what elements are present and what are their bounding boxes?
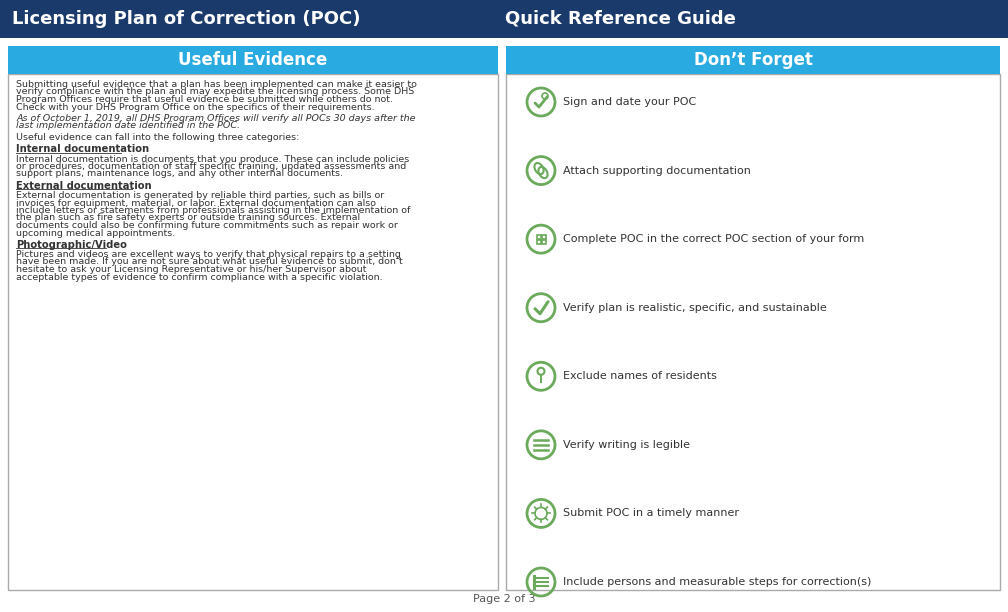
Text: Exclude names of residents: Exclude names of residents xyxy=(563,371,717,381)
Text: Verify writing is legible: Verify writing is legible xyxy=(563,440,690,450)
FancyBboxPatch shape xyxy=(0,0,1008,38)
Text: Licensing Plan of Correction (POC): Licensing Plan of Correction (POC) xyxy=(12,10,361,28)
Text: Attach supporting documentation: Attach supporting documentation xyxy=(563,166,751,176)
Text: include letters or statements from professionals assisting in the implementation: include letters or statements from profe… xyxy=(16,206,410,215)
Text: Quick Reference Guide: Quick Reference Guide xyxy=(505,10,736,28)
FancyBboxPatch shape xyxy=(8,46,498,74)
Text: documents could also be confirming future commitments such as repair work or: documents could also be confirming futur… xyxy=(16,221,398,230)
Text: Complete POC in the correct POC section of your form: Complete POC in the correct POC section … xyxy=(563,234,864,244)
Text: External documentation is generated by reliable third parties, such as bills or: External documentation is generated by r… xyxy=(16,191,384,200)
Text: hesitate to ask your Licensing Representative or his/her Supervisor about: hesitate to ask your Licensing Represent… xyxy=(16,265,367,274)
Text: Useful Evidence: Useful Evidence xyxy=(178,51,328,69)
Text: Internal documentation is documents that you produce. These can include policies: Internal documentation is documents that… xyxy=(16,154,409,163)
Text: Don’t Forget: Don’t Forget xyxy=(694,51,812,69)
FancyBboxPatch shape xyxy=(8,74,498,590)
Text: As of October 1, 2019, all DHS Program Offices will verify all POCs 30 days afte: As of October 1, 2019, all DHS Program O… xyxy=(16,114,415,123)
Text: Useful evidence can fall into the following three categories:: Useful evidence can fall into the follow… xyxy=(16,133,299,142)
Text: Sign and date your POC: Sign and date your POC xyxy=(563,97,697,107)
Text: Internal documentation: Internal documentation xyxy=(16,144,149,154)
Bar xyxy=(536,240,540,244)
Text: the plan such as fire safety experts or outside training sources. External: the plan such as fire safety experts or … xyxy=(16,214,360,223)
Text: or procedures, documentation of staff specific training, updated assessments and: or procedures, documentation of staff sp… xyxy=(16,162,406,171)
Text: acceptable types of evidence to confirm compliance with a specific violation.: acceptable types of evidence to confirm … xyxy=(16,272,383,282)
Text: Page 2 of 3: Page 2 of 3 xyxy=(473,594,535,604)
FancyBboxPatch shape xyxy=(506,74,1000,590)
Bar xyxy=(541,234,545,239)
Text: have been made. If you are not sure about what useful evidence to submit, don’t: have been made. If you are not sure abou… xyxy=(16,258,403,266)
Text: Program Offices require that useful evidence be submitted while others do not.: Program Offices require that useful evid… xyxy=(16,95,393,104)
Text: Submit POC in a timely manner: Submit POC in a timely manner xyxy=(563,509,739,518)
Bar xyxy=(541,240,545,244)
FancyBboxPatch shape xyxy=(506,46,1000,74)
Text: External documentation: External documentation xyxy=(16,181,151,191)
Text: upcoming medical appointments.: upcoming medical appointments. xyxy=(16,228,175,237)
Text: Verify plan is realistic, specific, and sustainable: Verify plan is realistic, specific, and … xyxy=(563,303,827,313)
Text: Pictures and videos are excellent ways to verify that physical repairs to a sett: Pictures and videos are excellent ways t… xyxy=(16,250,401,259)
Text: Photographic/Video: Photographic/Video xyxy=(16,240,127,250)
Text: last implementation date identified in the POC.: last implementation date identified in t… xyxy=(16,122,240,130)
Text: verify compliance with the plan and may expedite the licensing process. Some DHS: verify compliance with the plan and may … xyxy=(16,88,414,97)
Bar xyxy=(536,234,540,239)
Text: Submitting useful evidence that a plan has been implemented can make it easier t: Submitting useful evidence that a plan h… xyxy=(16,80,417,89)
Text: Include persons and measurable steps for correction(s): Include persons and measurable steps for… xyxy=(563,577,871,587)
Text: invoices for equipment, material, or labor. External documentation can also: invoices for equipment, material, or lab… xyxy=(16,198,376,207)
Text: support plans, maintenance logs, and any other internal documents.: support plans, maintenance logs, and any… xyxy=(16,170,343,179)
Text: Check with your DHS Program Office on the specifics of their requirements.: Check with your DHS Program Office on th… xyxy=(16,102,375,111)
